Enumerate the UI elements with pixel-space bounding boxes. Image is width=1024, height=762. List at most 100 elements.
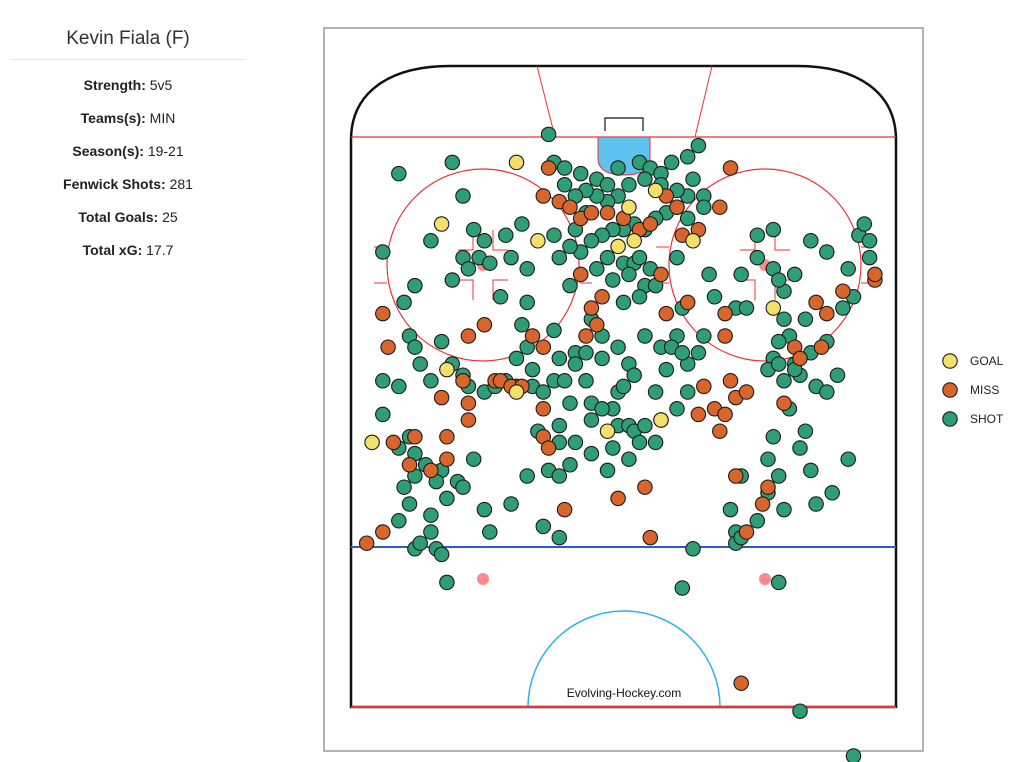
stats-panel: Kevin Fiala (F) Strength: 5v5 Teams(s): … [10,28,246,258]
shot-point [690,345,707,361]
shot-point [465,221,482,238]
miss-point [867,266,883,283]
miss-point [556,501,573,518]
shot-point [433,546,450,563]
shot-point [776,501,792,518]
goal-point [610,238,626,255]
shot-point [637,171,653,187]
goal-point [653,412,669,428]
shot-point [535,518,552,535]
miss-point [380,339,396,355]
goal-net [604,117,644,131]
miss-point [599,205,616,221]
goal-point [765,300,782,316]
miss-point [792,350,808,367]
shot-point [669,401,685,417]
stat-value: 19-21 [143,143,184,159]
shot-point [423,524,439,540]
shot-point [819,244,835,260]
shot-point [631,249,648,266]
miss-point [407,429,423,445]
miss-point [642,216,659,232]
miss-point [738,524,755,540]
miss-point [717,328,733,344]
shot-point [444,154,461,171]
shot-point [615,378,632,395]
shot-point [551,350,568,367]
shot-point [498,227,514,243]
shot-point [599,177,616,193]
miss-point [712,199,728,215]
shot-point [658,361,675,378]
shot-point [423,373,439,389]
legend: GOAL MISS SHOT [942,353,1004,427]
stat-strength: Strength: 5v5 [10,77,246,93]
shot-point [412,535,428,551]
shot-point [770,333,787,350]
stat-label: Total xG: [82,242,143,258]
shot-point [444,272,461,288]
shot-point [514,317,530,333]
shot-point [674,345,691,361]
miss-point [722,160,739,176]
stat-teams: Teams(s): MIN [10,110,246,126]
legend-miss-label: MISS [970,383,999,397]
shot-point [583,233,600,249]
shot-point [765,429,782,445]
miss-point [358,535,375,551]
miss-point [594,289,610,305]
miss-point [578,328,594,344]
shot-point [407,339,423,355]
miss-point [642,529,659,546]
shot-point [679,149,696,165]
shot-point [674,580,691,596]
shot-point [578,345,594,361]
shot-point [701,266,717,283]
shot-point [829,367,846,383]
shot-point [840,451,856,467]
goal-point [364,434,380,451]
shot-point [439,574,455,591]
shot-point [808,496,824,512]
shot-point [835,300,851,316]
faceoff-circle-left [386,168,580,362]
legend-shot-swatch [942,411,958,427]
shot-point [749,227,766,243]
miss-point [776,395,792,411]
miss-point [808,294,824,311]
shot-point [391,165,407,182]
miss-point [583,205,600,221]
referee-crease [527,610,721,708]
faceoff-circle-right [668,168,862,362]
stat-fenwick-shots: Fenwick Shots: 281 [10,176,246,192]
miss-point [583,300,600,316]
shot-point [792,703,808,719]
shot-point [647,384,664,400]
shot-point [679,384,696,400]
miss-point [610,490,626,507]
shot-point [647,434,664,451]
stat-value: 281 [165,176,193,192]
miss-point [754,496,771,512]
goal-point [685,233,701,249]
shot-point [803,233,819,249]
watermark: Evolving-Hockey.com [567,686,681,700]
miss-point [696,378,712,395]
shot-point [556,373,573,389]
stat-label: Teams(s): [80,110,146,126]
shot-point [637,328,653,344]
miss-point [375,305,391,322]
miss-point [653,266,669,283]
goal-point [433,216,450,232]
shot-point [626,367,642,383]
miss-point [423,462,439,479]
shot-point [578,373,594,389]
miss-point [712,423,728,439]
shot-point [396,479,412,495]
shot-point [631,434,648,451]
miss-point [835,283,851,299]
shot-point [407,277,423,294]
shot-point [594,350,610,367]
miss-point [717,406,733,423]
trapezoid-left [536,65,556,138]
